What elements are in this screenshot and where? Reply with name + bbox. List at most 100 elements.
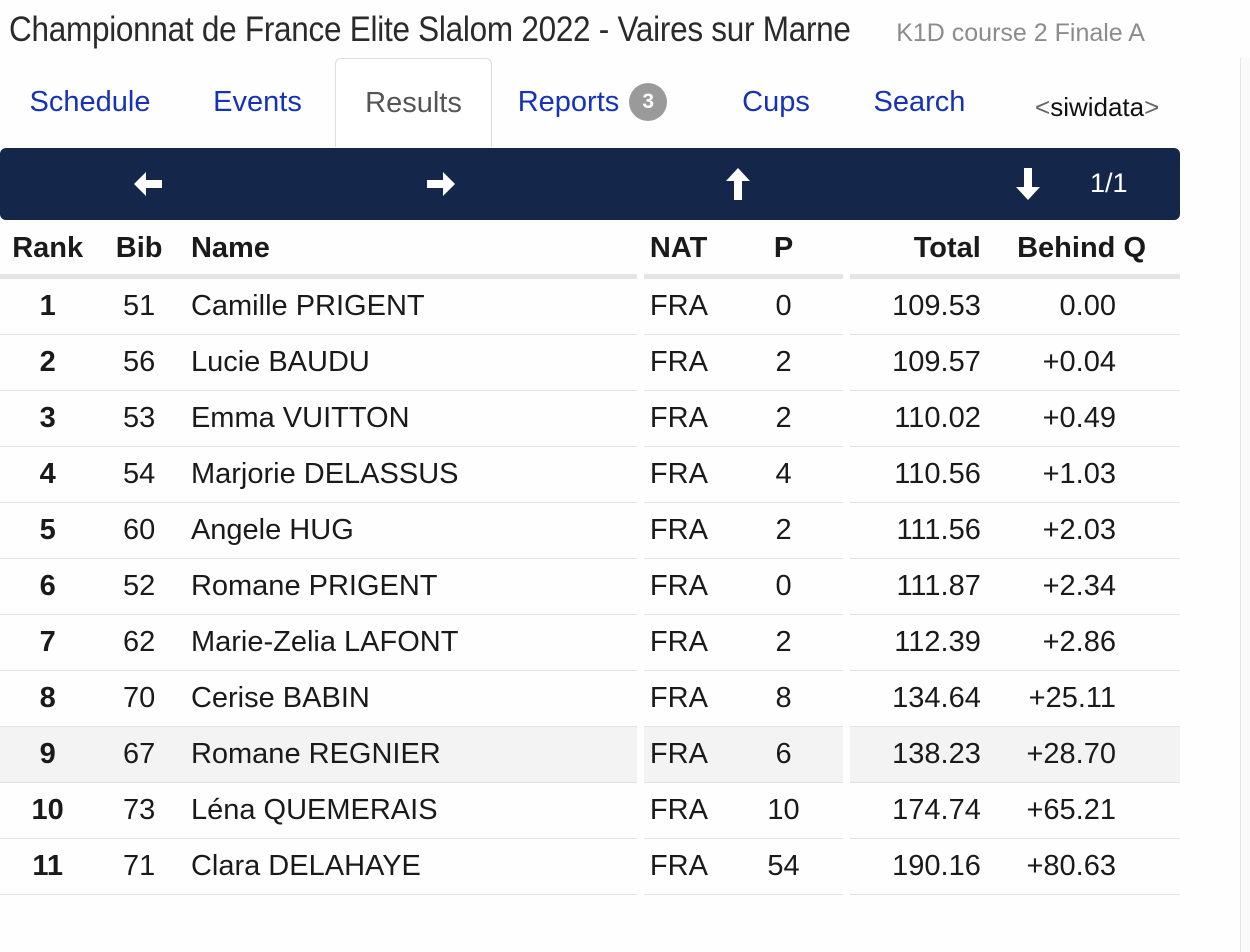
col-rank[interactable]: Rank	[0, 222, 96, 279]
name-cell: Léna QUEMERAIS	[182, 783, 637, 839]
nat-cell: FRA	[643, 671, 764, 727]
rank-cell: 2	[0, 335, 96, 391]
arrow-down-icon[interactable]	[1004, 160, 1052, 208]
tab-events[interactable]: Events	[180, 58, 335, 146]
behind-cell: +2.86	[980, 615, 1180, 671]
col-gap	[843, 222, 851, 279]
name-cell: Marie-Zelia LAFONT	[182, 615, 637, 671]
col-name[interactable]: Name	[182, 222, 637, 279]
behind-cell: +0.49	[980, 391, 1180, 447]
gap	[636, 559, 644, 615]
gap	[636, 335, 644, 391]
total-cell: 109.57	[850, 335, 981, 391]
gap	[843, 447, 851, 503]
tab-label: Cups	[742, 85, 810, 118]
tab-schedule[interactable]: Schedule	[0, 58, 180, 146]
total-cell: 109.53	[850, 279, 981, 335]
table-row[interactable]: 5 60 Angele HUG FRA 2 111.56 +2.03	[0, 503, 1180, 559]
total-cell: 111.87	[850, 559, 981, 615]
nat-cell: FRA	[643, 559, 764, 615]
penalty-cell: 8	[763, 671, 844, 727]
rank-cell: 11	[0, 839, 96, 895]
name-cell: Emma VUITTON	[182, 391, 637, 447]
gap	[843, 839, 851, 895]
nat-cell: FRA	[643, 839, 764, 895]
bib-cell: 53	[95, 391, 183, 447]
page-indicator: 1/1	[1090, 168, 1128, 198]
total-cell: 138.23	[850, 727, 981, 783]
gap	[843, 783, 851, 839]
logo-text: siwidata	[1050, 92, 1145, 122]
nat-cell: FRA	[643, 783, 764, 839]
arrow-left-icon[interactable]	[124, 160, 172, 208]
tab-label: Schedule	[29, 85, 151, 118]
tab-label: Search	[873, 85, 966, 118]
gap	[843, 671, 851, 727]
bib-cell: 54	[95, 447, 183, 503]
gap	[843, 335, 851, 391]
behind-cell: +1.03	[980, 447, 1180, 503]
penalty-cell: 2	[763, 615, 844, 671]
rank-cell: 10	[0, 783, 96, 839]
gap	[636, 503, 644, 559]
tab-cups[interactable]: Cups	[705, 58, 847, 146]
col-total[interactable]: Total	[850, 222, 981, 279]
siwidata-logo[interactable]: <siwidata>	[1035, 92, 1159, 123]
table-row[interactable]: 10 73 Léna QUEMERAIS FRA 10 174.74 +65.21	[0, 783, 1180, 839]
arrow-right-icon[interactable]	[417, 160, 465, 208]
tab-label: Events	[213, 85, 302, 118]
table-header-row: Rank Bib Name NAT P Total Behind Q	[0, 222, 1180, 279]
penalty-cell: 10	[763, 783, 844, 839]
col-nat[interactable]: NAT	[643, 222, 764, 279]
table-row[interactable]: 3 53 Emma VUITTON FRA 2 110.02 +0.49	[0, 391, 1180, 447]
results-table: Rank Bib Name NAT P Total Behind Q 1 51 Ca…	[0, 222, 1180, 895]
tab-reports[interactable]: Reports 3	[500, 58, 685, 146]
total-cell: 111.56	[850, 503, 981, 559]
col-behind[interactable]: Behind Q	[980, 222, 1180, 279]
table-row[interactable]: 2 56 Lucie BAUDU FRA 2 109.57 +0.04	[0, 335, 1180, 391]
table-row[interactable]: 7 62 Marie-Zelia LAFONT FRA 2 112.39 +2.86	[0, 615, 1180, 671]
page-scrollbar[interactable]	[1240, 58, 1250, 952]
gap	[636, 783, 644, 839]
nat-cell: FRA	[643, 335, 764, 391]
gap	[843, 279, 851, 335]
page-subtitle: K1D course 2 Finale A	[896, 19, 1145, 47]
penalty-cell: 6	[763, 727, 844, 783]
gap	[843, 727, 851, 783]
table-row[interactable]: 11 71 Clara DELAHAYE FRA 54 190.16 +80.63	[0, 839, 1180, 895]
name-cell: Lucie BAUDU	[182, 335, 637, 391]
rank-cell: 9	[0, 727, 96, 783]
col-penalties[interactable]: P	[763, 222, 844, 279]
behind-cell: +28.70	[980, 727, 1180, 783]
logo-bracket-open: <	[1035, 92, 1051, 122]
table-row[interactable]: 9 67 Romane REGNIER FRA 6 138.23 +28.70	[0, 727, 1180, 783]
col-bib[interactable]: Bib	[95, 222, 183, 279]
name-cell: Camille PRIGENT	[182, 279, 637, 335]
behind-cell: 0.00	[980, 279, 1180, 335]
table-row[interactable]: 8 70 Cerise BABIN FRA 8 134.64 +25.11	[0, 671, 1180, 727]
tab-search[interactable]: Search	[847, 58, 992, 146]
table-row[interactable]: 6 52 Romane PRIGENT FRA 0 111.87 +2.34	[0, 559, 1180, 615]
gap	[636, 671, 644, 727]
behind-cell: +80.63	[980, 839, 1180, 895]
total-cell: 110.02	[850, 391, 981, 447]
total-cell: 134.64	[850, 671, 981, 727]
page-header: Championnat de France Elite Slalom 2022 …	[9, 10, 1145, 50]
nat-cell: FRA	[643, 503, 764, 559]
tab-results[interactable]: Results	[335, 58, 492, 147]
nat-cell: FRA	[643, 615, 764, 671]
penalty-cell: 2	[763, 391, 844, 447]
gap	[843, 615, 851, 671]
bib-cell: 67	[95, 727, 183, 783]
table-row[interactable]: 4 54 Marjorie DELASSUS FRA 4 110.56 +1.03	[0, 447, 1180, 503]
bib-cell: 56	[95, 335, 183, 391]
arrow-up-icon[interactable]	[714, 160, 762, 208]
tab-label: Results	[365, 86, 462, 119]
gap	[636, 615, 644, 671]
rank-cell: 7	[0, 615, 96, 671]
name-cell: Cerise BABIN	[182, 671, 637, 727]
tab-bar: Schedule Events Results Reports 3 Cups S…	[0, 58, 1190, 147]
table-row[interactable]: 1 51 Camille PRIGENT FRA 0 109.53 0.00	[0, 279, 1180, 335]
penalty-cell: 0	[763, 279, 844, 335]
behind-cell: +2.03	[980, 503, 1180, 559]
